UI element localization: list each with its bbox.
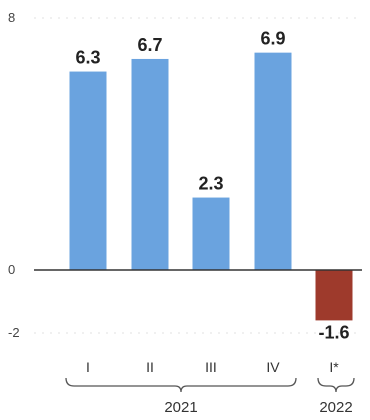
data-label: 6.7 [137, 35, 162, 55]
grid-layer [34, 17, 362, 334]
bar-iv [254, 52, 292, 271]
x-category-label: III [205, 359, 217, 375]
x-category-label: IV [266, 359, 280, 375]
year-label: 2021 [164, 399, 197, 416]
group-bracket [65, 377, 297, 393]
x-axis-year-groups: 2021 2022 [65, 377, 355, 416]
y-axis-ticks: 8 0 -2 [8, 10, 20, 340]
bar-ii [131, 58, 169, 271]
x-axis-categories: I II III IV I* [86, 359, 339, 375]
x-category-label: I [86, 359, 90, 375]
data-label: -1.6 [318, 322, 349, 342]
y-tick-label: 8 [8, 10, 15, 25]
data-label: 2.3 [198, 174, 223, 194]
y-tick-label: -2 [8, 325, 20, 340]
y-tick-label: 0 [8, 262, 15, 277]
x-category-label: I* [329, 359, 339, 375]
data-label: 6.3 [75, 48, 100, 68]
bar-i-star [315, 270, 353, 321]
x-category-label: II [146, 359, 154, 375]
bars-layer [69, 52, 353, 321]
data-label: 6.9 [260, 29, 285, 49]
data-labels-layer: 6.3 6.7 2.3 6.9 -1.6 [75, 29, 349, 343]
bar-i [69, 71, 107, 270]
group-bracket [317, 377, 355, 393]
year-label: 2022 [319, 399, 352, 416]
bar-iii [192, 197, 230, 270]
